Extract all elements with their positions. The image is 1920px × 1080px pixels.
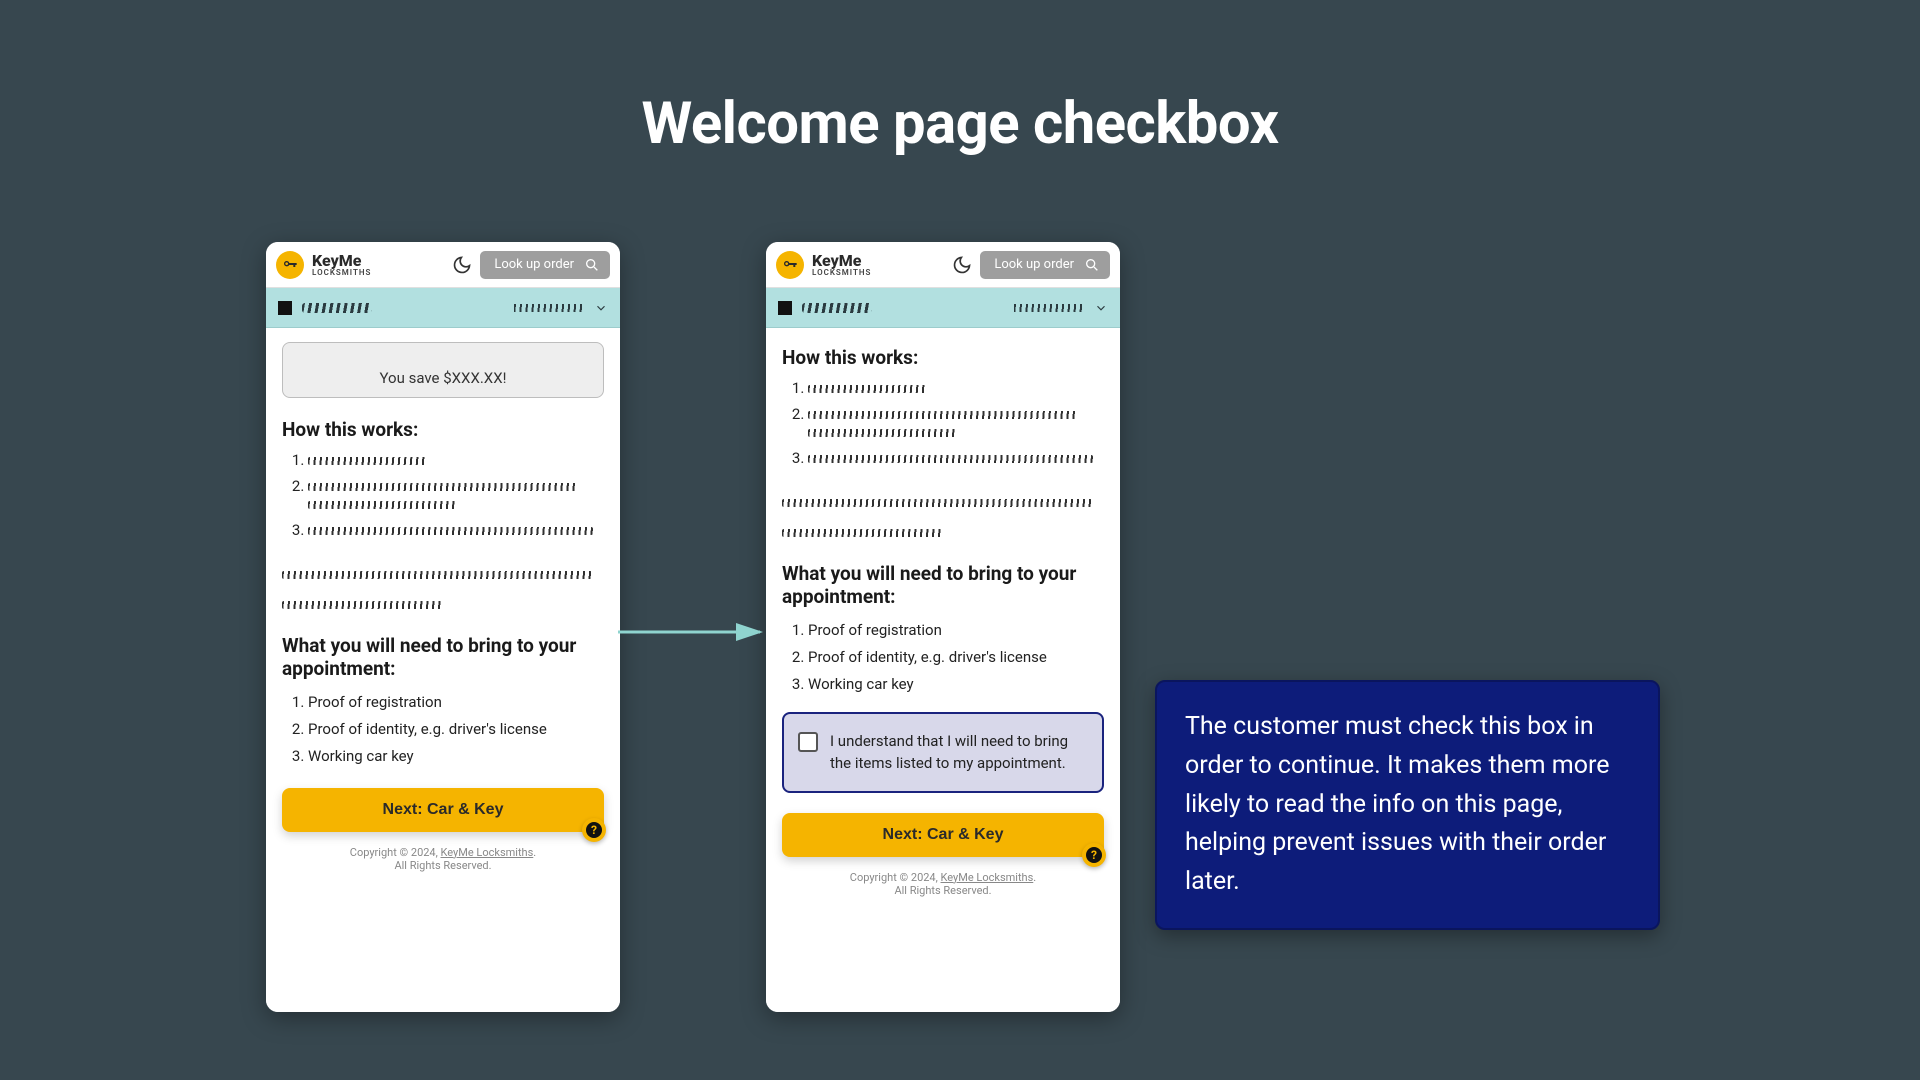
- help-button[interactable]: ?: [582, 818, 606, 842]
- logo-text: KeyMe LOCKSMITHS: [312, 253, 371, 277]
- dark-mode-icon[interactable]: [452, 255, 472, 275]
- list-item: Proof of registration: [308, 690, 604, 714]
- band-redacted-text-right: [1014, 304, 1084, 312]
- lookup-order-button[interactable]: Look up order: [980, 251, 1110, 279]
- band-redacted-text: [302, 303, 372, 313]
- lookup-order-label: Look up order: [494, 257, 574, 272]
- annotation-text: The customer must check this box in orde…: [1185, 712, 1609, 896]
- how-this-works-list: [282, 451, 604, 539]
- footer-prefix: Copyright © 2024,: [350, 846, 441, 859]
- footer-link[interactable]: KeyMe Locksmiths: [441, 846, 534, 859]
- acknowledgement-checkbox[interactable]: [798, 732, 818, 752]
- logo-badge: [776, 251, 804, 279]
- phone-mock-before: KeyMe LOCKSMITHS Look up order You save …: [266, 242, 620, 1012]
- brand-tagline: LOCKSMITHS: [812, 269, 871, 277]
- bring-list: Proof of registration Proof of identity,…: [782, 618, 1104, 696]
- key-icon: [782, 257, 798, 273]
- chevron-down-icon[interactable]: [1094, 301, 1108, 315]
- band-square-icon: [278, 301, 292, 315]
- question-icon: ?: [1086, 847, 1102, 863]
- how-this-works-heading: How this works:: [782, 346, 1104, 369]
- footer-line2: All Rights Reserved.: [394, 859, 491, 872]
- footer: Copyright © 2024, KeyMe Locksmiths. All …: [782, 857, 1104, 915]
- acknowledgement-text: I understand that I will need to bring t…: [830, 730, 1088, 775]
- logo-text: KeyMe LOCKSMITHS: [812, 253, 871, 277]
- redacted-paragraph: [782, 487, 1104, 548]
- search-icon: [584, 257, 600, 273]
- dark-mode-icon[interactable]: [952, 255, 972, 275]
- lookup-order-label: Look up order: [994, 257, 1074, 272]
- question-icon: ?: [586, 822, 602, 838]
- footer-prefix: Copyright © 2024,: [850, 871, 941, 884]
- savings-card: You save $XXX.XX!: [282, 342, 604, 398]
- search-icon: [1084, 257, 1100, 273]
- band-square-icon: [778, 301, 792, 315]
- key-icon: [282, 257, 298, 273]
- phone-mock-after: KeyMe LOCKSMITHS Look up order How this …: [766, 242, 1120, 1012]
- list-item: Proof of registration: [808, 618, 1104, 642]
- next-button[interactable]: Next: Car & Key: [282, 788, 604, 832]
- bring-heading: What you will need to bring to your appo…: [282, 634, 604, 680]
- brand-name: KeyMe: [312, 253, 371, 269]
- list-item: Proof of identity, e.g. driver's license: [808, 645, 1104, 669]
- footer: Copyright © 2024, KeyMe Locksmiths. All …: [282, 832, 604, 890]
- footer-suffix: .: [533, 846, 536, 859]
- brand-name: KeyMe: [812, 253, 871, 269]
- annotation-box: The customer must check this box in orde…: [1155, 680, 1660, 930]
- acknowledgement-card[interactable]: I understand that I will need to bring t…: [782, 712, 1104, 793]
- slide-title: Welcome page checkbox: [641, 90, 1278, 158]
- list-item: Working car key: [308, 744, 604, 768]
- how-this-works-list: [782, 379, 1104, 467]
- appbar: KeyMe LOCKSMITHS Look up order: [266, 242, 620, 288]
- appbar: KeyMe LOCKSMITHS Look up order: [766, 242, 1120, 288]
- phone-content: You save $XXX.XX! How this works: What y…: [266, 328, 620, 1012]
- list-item: Working car key: [808, 672, 1104, 696]
- context-band: [766, 288, 1120, 328]
- help-button[interactable]: ?: [1082, 843, 1106, 867]
- bring-list: Proof of registration Proof of identity,…: [282, 690, 604, 768]
- list-item: Proof of identity, e.g. driver's license: [308, 717, 604, 741]
- footer-suffix: .: [1033, 871, 1036, 884]
- phone-content: How this works: What you will need to br…: [766, 328, 1120, 1012]
- context-band: [266, 288, 620, 328]
- chevron-down-icon[interactable]: [594, 301, 608, 315]
- footer-link[interactable]: KeyMe Locksmiths: [941, 871, 1034, 884]
- logo-badge: [276, 251, 304, 279]
- savings-text: You save $XXX.XX!: [380, 369, 507, 387]
- bring-heading: What you will need to bring to your appo…: [782, 562, 1104, 608]
- band-redacted-text: [802, 303, 872, 313]
- brand-tagline: LOCKSMITHS: [312, 269, 371, 277]
- redacted-paragraph: [282, 559, 604, 620]
- next-button[interactable]: Next: Car & Key: [782, 813, 1104, 857]
- footer-line2: All Rights Reserved.: [894, 884, 991, 897]
- arrow-icon: [616, 612, 770, 652]
- how-this-works-heading: How this works:: [282, 418, 604, 441]
- band-redacted-text-right: [514, 304, 584, 312]
- lookup-order-button[interactable]: Look up order: [480, 251, 610, 279]
